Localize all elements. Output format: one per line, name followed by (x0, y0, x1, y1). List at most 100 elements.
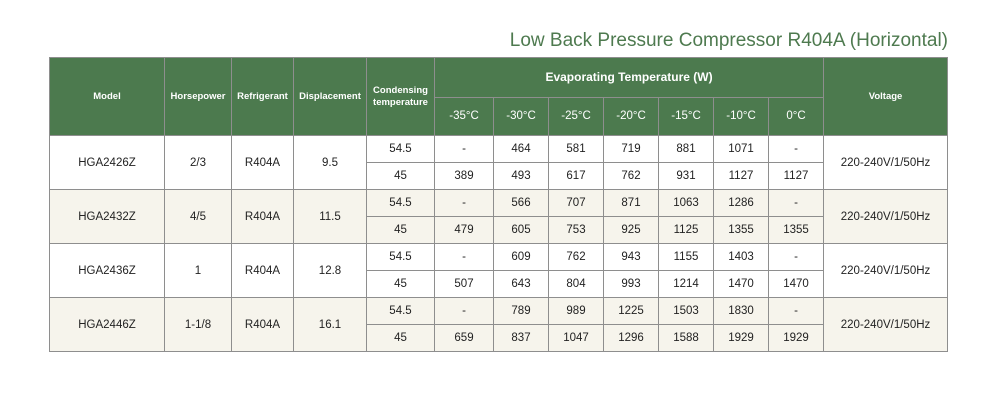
cell-capacity-value: 1127 (713, 162, 769, 190)
cell-capacity-value: 1929 (767, 324, 825, 352)
cell-horsepower: 4/5 (164, 189, 232, 244)
cell-voltage: 220-240V/1/50Hz (823, 135, 949, 190)
cell-capacity-value: 1047 (548, 324, 604, 352)
cell-capacity-value: 1155 (658, 243, 714, 271)
cell-model: HGA2436Z (49, 243, 165, 298)
cell-refrigerant: R404A (231, 297, 294, 352)
cell-displacement: 11.5 (293, 189, 367, 244)
cell-refrigerant: R404A (231, 135, 294, 190)
table-row: HGA2432Z 4/5 R404A 11.5 54.5-566 707 871 1063 12… (49, 189, 949, 244)
header-displacement: Displacement (293, 57, 367, 136)
cell-refrigerant: R404A (231, 189, 294, 244)
table-row: HGA2436Z 1 R404A 12.8 54.5-609 762 943 1155 1403… (49, 243, 949, 298)
cell-capacity-value: 1071 (713, 135, 769, 163)
cell-model: HGA2426Z (49, 135, 165, 190)
cell-condensing-temperature: 45 (366, 162, 435, 190)
cell-capacity-value: 762 (548, 243, 604, 271)
compressor-spec-table: Model Horsepower Refrigerant Displacemen… (49, 57, 949, 352)
header-evaporating-temperature: Evaporating Temperature (W) (433, 57, 825, 98)
cell-displacement: 16.1 (293, 297, 367, 352)
cell-capacity-value: 762 (603, 162, 659, 190)
cell-displacement: 12.8 (293, 243, 367, 298)
cell-displacement: 9.5 (293, 135, 367, 190)
cell-capacity-value: 1063 (658, 189, 714, 217)
cell-condensing-temperature: 45 (366, 324, 435, 352)
cell-capacity-value: 581 (548, 135, 604, 163)
table-body: HGA2426Z 2/3 R404A 9.5 54.5-464 581 719 881 1071… (49, 135, 949, 352)
header-temp-minus10: -10°C (713, 97, 769, 136)
cell-capacity-value: 1127 (767, 162, 825, 190)
header-temp-minus15: -15°C (658, 97, 714, 136)
cell-capacity-value: 1214 (658, 270, 714, 298)
cell-capacity-value: 804 (548, 270, 604, 298)
cell-capacity-value: 719 (603, 135, 659, 163)
cell-capacity-value: 993 (603, 270, 659, 298)
cell-capacity-value: - (434, 189, 494, 217)
table-row: 45 507 643 804 993 1214 1470 1470 (50, 270, 948, 298)
cell-capacity-value: 493 (493, 162, 549, 190)
header-temp-minus30: -30°C (493, 97, 549, 136)
cell-horsepower: 1 (164, 243, 232, 298)
header-temp-minus35: -35°C (434, 97, 494, 136)
cell-capacity-value: 566 (493, 189, 549, 217)
cell-condensing-temperature: 54.5 (366, 297, 435, 325)
header-condensing-temperature: Condensing temperature (366, 57, 435, 136)
cell-capacity-value: 1470 (713, 270, 769, 298)
cell-capacity-value: - (767, 297, 825, 325)
cell-capacity-value: 1503 (658, 297, 714, 325)
cell-horsepower: 1-1/8 (164, 297, 232, 352)
cell-capacity-value: 707 (548, 189, 604, 217)
cell-capacity-value: 943 (603, 243, 659, 271)
cell-capacity-value: 837 (493, 324, 549, 352)
table-row: 45 389 493 617 762 931 1127 1127 (50, 162, 948, 190)
cell-model: HGA2432Z (49, 189, 165, 244)
cell-capacity-value: 753 (548, 216, 604, 244)
cell-capacity-value: 1403 (713, 243, 769, 271)
cell-model: HGA2446Z (49, 297, 165, 352)
header-model: Model (49, 57, 165, 136)
cell-capacity-value: 1225 (603, 297, 659, 325)
header-temp-minus20: -20°C (603, 97, 659, 136)
cell-capacity-value: 659 (434, 324, 494, 352)
cell-voltage: 220-240V/1/50Hz (823, 243, 949, 298)
page-title: Low Back Pressure Compressor R404A (Hori… (509, 30, 948, 51)
cell-condensing-temperature: 54.5 (366, 189, 435, 217)
table-row: 45 479 605 753 925 1125 1355 1355 (50, 216, 948, 244)
cell-capacity-value: - (434, 243, 494, 271)
cell-capacity-value: 1125 (658, 216, 714, 244)
cell-capacity-value: - (767, 189, 825, 217)
cell-capacity-value: 464 (493, 135, 549, 163)
cell-capacity-value: 989 (548, 297, 604, 325)
cell-capacity-value: - (767, 243, 825, 271)
cell-capacity-value: 1355 (767, 216, 825, 244)
cell-horsepower: 2/3 (164, 135, 232, 190)
cell-capacity-value: 1286 (713, 189, 769, 217)
cell-capacity-value: 789 (493, 297, 549, 325)
cell-condensing-temperature: 45 (366, 216, 435, 244)
cell-capacity-value: 1296 (603, 324, 659, 352)
cell-capacity-value: 881 (658, 135, 714, 163)
header-temp-minus25: -25°C (548, 97, 604, 136)
cell-capacity-value: - (767, 135, 825, 163)
cell-capacity-value: 1929 (713, 324, 769, 352)
header-voltage: Voltage (823, 57, 949, 136)
cell-capacity-value: 1355 (713, 216, 769, 244)
cell-voltage: 220-240V/1/50Hz (823, 297, 949, 352)
header-horsepower: Horsepower (164, 57, 232, 136)
cell-voltage: 220-240V/1/50Hz (823, 189, 949, 244)
cell-condensing-temperature: 54.5 (366, 243, 435, 271)
table-row: HGA2446Z 1-1/8 R404A 16.1 54.5 - 789 989 1225 150… (49, 297, 949, 352)
cell-capacity-value: 931 (658, 162, 714, 190)
cell-condensing-temperature: 54.5 (366, 135, 435, 163)
cell-capacity-value: 605 (493, 216, 549, 244)
header-temp-0: 0°C (767, 97, 825, 136)
cell-capacity-value: 617 (548, 162, 604, 190)
cell-refrigerant: R404A (231, 243, 294, 298)
cell-capacity-value: 479 (434, 216, 494, 244)
cell-capacity-value: 1588 (658, 324, 714, 352)
cell-capacity-value: 389 (434, 162, 494, 190)
cell-capacity-value: 609 (493, 243, 549, 271)
table-row: HGA2426Z 2/3 R404A 9.5 54.5 - 464 581 719 881 1071… (49, 135, 949, 190)
cell-capacity-value: 1830 (713, 297, 769, 325)
header-condensing-line2: temperature (373, 96, 428, 108)
